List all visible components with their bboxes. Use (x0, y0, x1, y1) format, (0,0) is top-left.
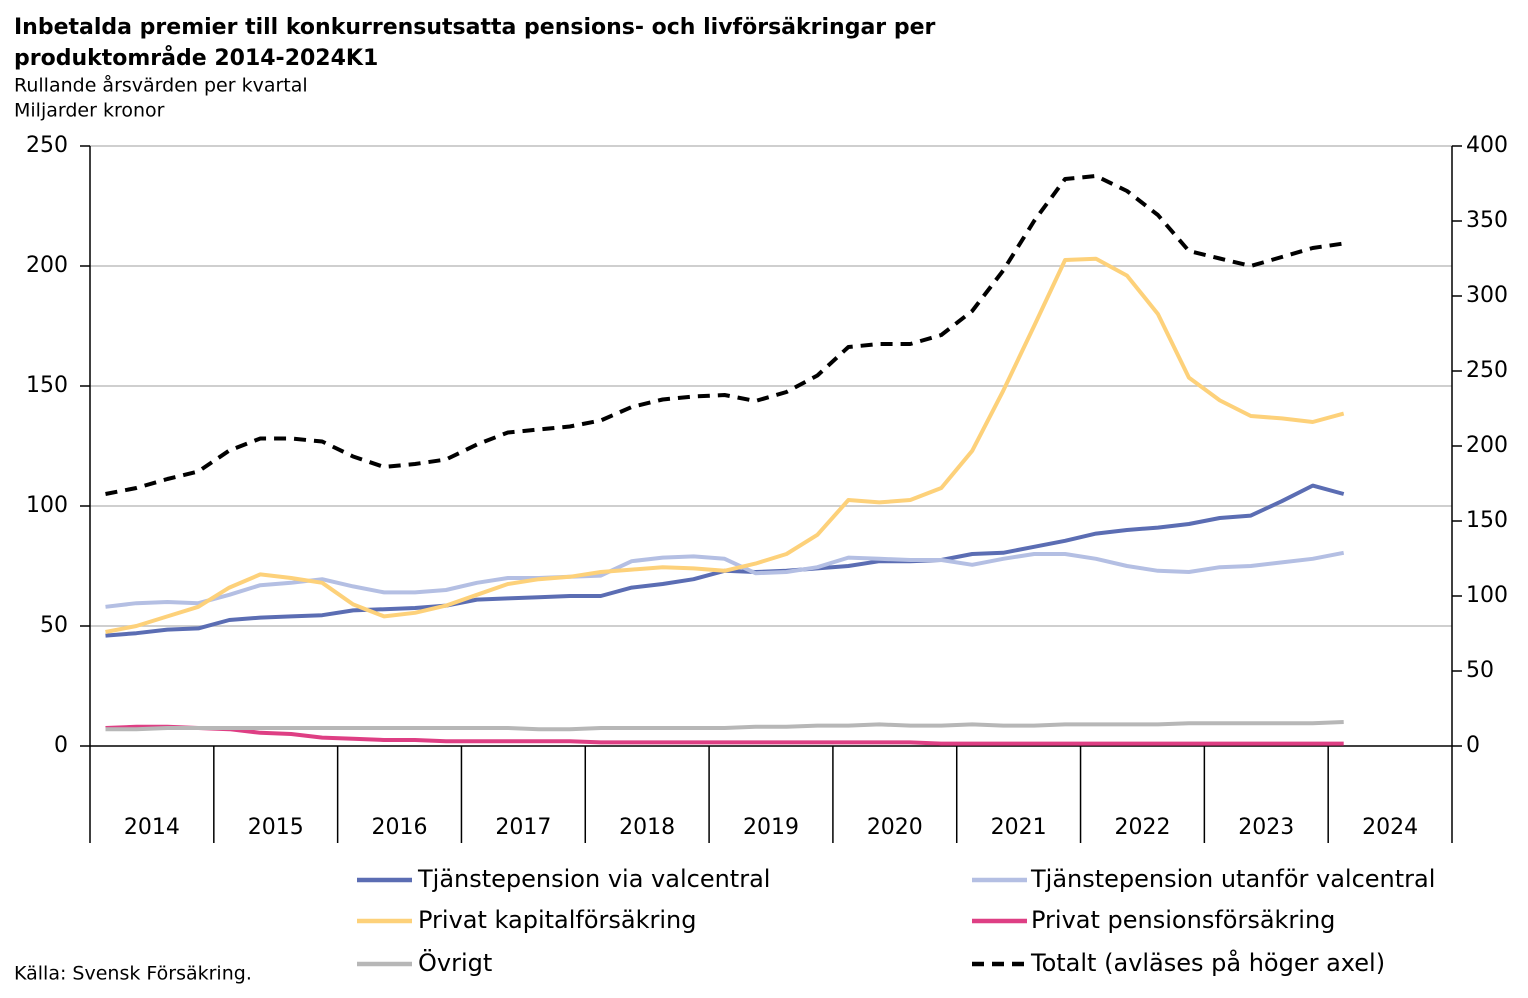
y-axis-label: Miljarder kronor (14, 100, 165, 122)
series-line (105, 724, 1344, 746)
y-tick-label: 150 (26, 373, 68, 398)
x-tick-label: 2014 (124, 815, 180, 840)
source: Källa: Svensk Försäkring. (14, 963, 252, 985)
x-tick-label: 2018 (619, 815, 675, 840)
x-tick-label: 2016 (372, 815, 428, 840)
y2-tick-label: 200 (1466, 433, 1508, 458)
legend-label: Tjänstepension utanför valcentral (1030, 865, 1435, 893)
legend-label: Totalt (avläses på höger axel) (1030, 948, 1385, 977)
chart-title: Inbetalda premier till konkurrensutsatta… (14, 15, 935, 40)
x-tick-label: 2021 (991, 815, 1047, 840)
series-line (105, 174, 1344, 496)
y2-tick-label: 250 (1466, 358, 1508, 383)
series-line (105, 720, 1344, 732)
y2-tick-label: 100 (1466, 583, 1508, 608)
legend-label: Övrigt (418, 948, 492, 977)
chart-title: produktområde 2014-2024K1 (14, 45, 378, 71)
y2-tick-label: 0 (1466, 733, 1480, 758)
y2-tick-label: 150 (1466, 508, 1508, 533)
y2-tick-label: 50 (1466, 658, 1494, 683)
series-line (105, 256, 1345, 634)
y-tick-label: 100 (26, 493, 68, 518)
y2-tick-label: 350 (1466, 208, 1508, 233)
y2-tick-label: 400 (1466, 133, 1508, 158)
x-tick-label: 2019 (743, 815, 799, 840)
y-tick-label: 0 (54, 733, 68, 758)
legend-label: Privat pensionsförsäkring (1031, 906, 1335, 934)
x-tick-label: 2017 (495, 815, 551, 840)
y-tick-label: 200 (26, 253, 68, 278)
y2-tick-label: 300 (1466, 283, 1508, 308)
x-tick-label: 2020 (867, 815, 923, 840)
x-tick-label: 2024 (1362, 815, 1418, 840)
subtitle: Rullande årsvärden per kvartal (14, 74, 308, 97)
x-tick-label: 2022 (1114, 815, 1170, 840)
y-tick-label: 250 (26, 133, 68, 158)
y-tick-label: 50 (40, 613, 68, 638)
x-tick-label: 2023 (1238, 815, 1294, 840)
x-tick-label: 2015 (248, 815, 304, 840)
legend-label: Tjänstepension via valcentral (417, 865, 770, 893)
legend-label: Privat kapitalförsäkring (418, 906, 697, 934)
